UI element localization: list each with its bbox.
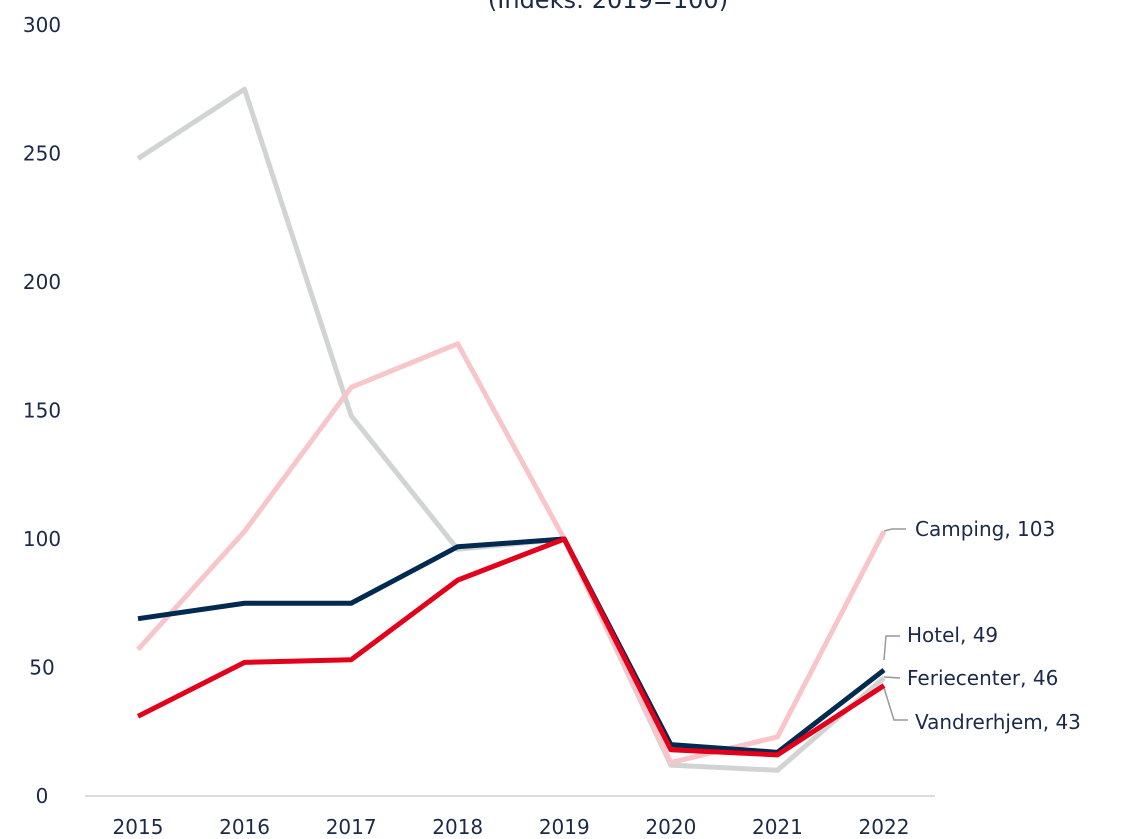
leader-line [883,676,901,679]
series-line [137,536,886,755]
y-tick-label: 250 [23,142,61,166]
data-label: Feriecenter, 46 [907,666,1058,690]
x-tick-label: 2019 [539,815,590,839]
x-tick-label: 2020 [645,815,696,839]
x-tick-label: 2021 [752,815,803,839]
leader-lines [883,528,908,721]
series-line [136,86,886,773]
x-tick-label: 2016 [219,815,270,839]
y-tick-label: 50 [29,656,54,680]
y-tick-label: 150 [23,399,61,423]
chart-subtitle: (Indeks: 2019=100) [488,0,728,14]
y-tick-label: 300 [23,13,61,37]
data-label: Vandrerhjem, 43 [915,710,1081,734]
series-line [136,536,886,758]
x-tick-label: 2017 [326,815,377,839]
data-label: Camping, 103 [915,517,1055,541]
leader-line [883,635,900,661]
leader-line [883,687,908,721]
y-tick-label: 200 [23,270,61,294]
series-line [136,341,887,766]
x-tick-label: 2018 [432,815,483,839]
data-label: Hotel, 49 [907,623,998,647]
y-tick-label: 100 [23,527,61,551]
y-tick-label: 0 [36,784,49,808]
leader-line [883,528,906,532]
x-tick-label: 2015 [113,815,164,839]
x-tick-label: 2022 [859,815,910,839]
